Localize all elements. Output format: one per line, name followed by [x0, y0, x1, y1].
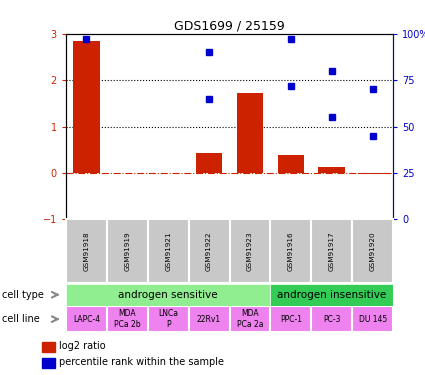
Text: cell type: cell type: [2, 290, 44, 300]
Bar: [237, 93, 263, 173]
Bar: [270, 284, 393, 306]
Text: androgen insensitive: androgen insensitive: [277, 290, 386, 300]
Text: PC-3: PC-3: [323, 315, 340, 324]
Bar: [311, 306, 352, 332]
Text: 22Rv1: 22Rv1: [197, 315, 221, 324]
Bar: [66, 219, 107, 283]
Text: PPC-1: PPC-1: [280, 315, 302, 324]
Bar: [189, 219, 230, 283]
Bar: [278, 155, 304, 173]
Bar: [107, 219, 148, 283]
Text: GSM91918: GSM91918: [83, 231, 89, 271]
Bar: [318, 167, 345, 173]
Bar: [360, 173, 386, 174]
Bar: [189, 306, 230, 332]
Bar: [107, 306, 148, 332]
Bar: [270, 219, 311, 283]
Bar: [148, 219, 189, 283]
Text: DU 145: DU 145: [359, 315, 387, 324]
Bar: [352, 306, 393, 332]
Text: GSM91916: GSM91916: [288, 231, 294, 271]
Text: LAPC-4: LAPC-4: [73, 315, 100, 324]
Text: log2 ratio: log2 ratio: [59, 341, 105, 351]
Text: MDA
PCa 2a: MDA PCa 2a: [237, 309, 263, 329]
Bar: [352, 219, 393, 283]
Text: GSM91922: GSM91922: [206, 231, 212, 271]
Bar: [196, 153, 222, 173]
Bar: [42, 342, 55, 352]
Bar: [42, 358, 55, 368]
Bar: [230, 219, 270, 283]
Bar: [148, 306, 189, 332]
Bar: [73, 41, 99, 173]
Text: GSM91920: GSM91920: [370, 231, 376, 271]
Text: MDA
PCa 2b: MDA PCa 2b: [114, 309, 141, 329]
Text: GSM91923: GSM91923: [247, 231, 253, 271]
Text: androgen sensitive: androgen sensitive: [118, 290, 218, 300]
Text: GSM91919: GSM91919: [124, 231, 130, 271]
Text: GSM91921: GSM91921: [165, 231, 171, 271]
Bar: [66, 306, 107, 332]
Title: GDS1699 / 25159: GDS1699 / 25159: [174, 20, 285, 33]
Bar: [230, 306, 270, 332]
Bar: [311, 219, 352, 283]
Bar: [66, 284, 270, 306]
Text: GSM91917: GSM91917: [329, 231, 335, 271]
Bar: [270, 306, 311, 332]
Text: LNCa
P: LNCa P: [158, 309, 178, 329]
Text: percentile rank within the sample: percentile rank within the sample: [59, 357, 224, 368]
Text: cell line: cell line: [2, 314, 40, 324]
